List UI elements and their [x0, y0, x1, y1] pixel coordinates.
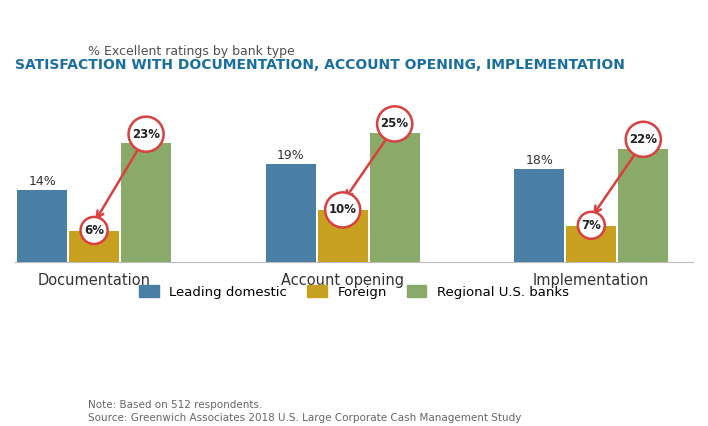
Text: SATISFACTION WITH DOCUMENTATION, ACCOUNT OPENING, IMPLEMENTATION: SATISFACTION WITH DOCUMENTATION, ACCOUNT…	[15, 58, 625, 72]
Bar	[618, 149, 668, 262]
Bar	[515, 169, 564, 262]
Text: 7%: 7%	[581, 219, 601, 232]
Text: 14%: 14%	[28, 175, 56, 187]
Bar	[121, 144, 171, 262]
Text: % Excellent ratings by bank type: % Excellent ratings by bank type	[88, 45, 295, 58]
Bar	[318, 210, 367, 262]
Text: 22%: 22%	[629, 133, 657, 146]
Legend: Leading domestic, Foreign, Regional U.S. banks: Leading domestic, Foreign, Regional U.S.…	[134, 280, 574, 304]
Text: 23%: 23%	[132, 128, 160, 141]
Bar	[370, 133, 420, 262]
Text: Note: Based on 512 respondents.: Note: Based on 512 respondents.	[88, 400, 263, 410]
Bar	[266, 164, 316, 262]
Bar	[17, 190, 67, 262]
Text: Source: Greenwich Associates 2018 U.S. Large Corporate Cash Management Study: Source: Greenwich Associates 2018 U.S. L…	[88, 413, 522, 423]
Bar	[566, 226, 616, 262]
Text: 25%: 25%	[381, 118, 409, 130]
Text: 10%: 10%	[329, 203, 357, 216]
Text: 6%: 6%	[84, 224, 104, 237]
Bar	[69, 231, 119, 262]
Text: 19%: 19%	[277, 149, 304, 162]
Text: 18%: 18%	[525, 154, 553, 167]
